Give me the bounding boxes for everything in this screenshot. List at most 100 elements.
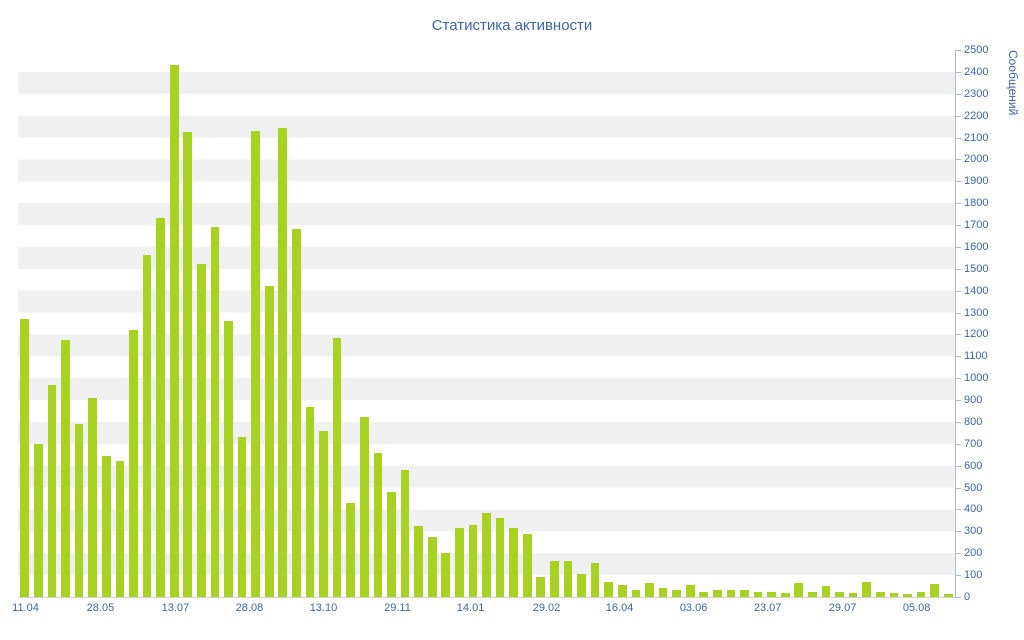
y-axis-tick <box>956 290 961 292</box>
bar[interactable] <box>821 586 831 597</box>
bar[interactable] <box>794 582 804 597</box>
y-axis-label: 1400 <box>964 284 989 297</box>
bar[interactable] <box>713 590 722 597</box>
bar[interactable] <box>20 319 30 597</box>
bar[interactable] <box>590 563 600 597</box>
y-axis-label: 1800 <box>964 197 989 210</box>
y-axis: 0 100 200 300 400 500 600 700 800 900 1000 1100 1200… <box>956 45 1016 603</box>
y-axis-tick <box>956 268 961 270</box>
y-axis-tick <box>956 159 961 161</box>
bar[interactable] <box>455 528 464 597</box>
bar[interactable] <box>808 591 817 597</box>
bar[interactable] <box>862 581 872 597</box>
bar[interactable] <box>699 591 709 597</box>
bar[interactable] <box>346 502 356 597</box>
y-axis-label: 100 <box>964 569 983 582</box>
y-axis-label: 1900 <box>964 175 989 188</box>
y-axis-label: 1200 <box>964 328 989 341</box>
bar[interactable] <box>848 592 858 597</box>
bar[interactable] <box>196 264 206 597</box>
y-axis-label: 1100 <box>964 350 988 363</box>
bar[interactable] <box>767 591 777 597</box>
bar[interactable] <box>264 286 274 597</box>
bar[interactable] <box>916 591 926 597</box>
bar[interactable] <box>889 592 899 597</box>
y-axis-tick <box>956 400 961 402</box>
y-axis-label: 1000 <box>964 372 989 385</box>
bar[interactable] <box>631 590 641 597</box>
bar[interactable] <box>943 593 953 597</box>
x-axis-label: 16.04 <box>605 602 634 614</box>
bar[interactable] <box>74 424 84 597</box>
bar[interactable] <box>522 533 532 597</box>
bar[interactable] <box>142 254 152 597</box>
y-axis-tick <box>956 115 961 117</box>
bar[interactable] <box>61 339 70 597</box>
bar[interactable] <box>930 583 939 597</box>
x-axis: 11.04 28.05 13.07 28.08 13.10 29.11 14.01 29.02… <box>12 602 955 616</box>
bar[interactable] <box>550 560 559 597</box>
bar[interactable] <box>359 416 369 597</box>
bar[interactable] <box>319 430 328 597</box>
y-axis-label: 500 <box>964 481 983 494</box>
bar[interactable] <box>780 592 790 597</box>
bar[interactable] <box>210 227 220 597</box>
bar[interactable] <box>658 588 668 597</box>
y-axis-tick <box>956 356 961 358</box>
bar[interactable] <box>509 528 518 597</box>
bar[interactable] <box>156 218 165 597</box>
bar[interactable] <box>47 384 57 597</box>
x-axis-label: 11.04 <box>12 602 39 614</box>
bar[interactable] <box>645 582 654 597</box>
bar[interactable] <box>726 590 736 597</box>
bar[interactable] <box>101 455 111 597</box>
x-axis-label: 28.05 <box>86 602 115 614</box>
bar[interactable] <box>400 470 410 597</box>
bar[interactable] <box>563 560 573 597</box>
bar[interactable] <box>672 590 681 597</box>
bar[interactable] <box>224 321 233 597</box>
y-axis-label: 600 <box>964 459 983 472</box>
bar[interactable] <box>427 536 437 597</box>
y-axis-label: 800 <box>964 415 983 428</box>
bar[interactable] <box>753 591 763 597</box>
bar[interactable] <box>495 518 505 597</box>
bar[interactable] <box>251 130 260 597</box>
y-axis-label: 200 <box>964 547 983 560</box>
y-axis-tick <box>956 225 961 227</box>
y-axis-label: 300 <box>964 525 983 538</box>
bar[interactable] <box>617 584 627 597</box>
bar[interactable] <box>34 443 43 597</box>
y-axis-line <box>955 50 956 598</box>
bar[interactable] <box>875 591 885 597</box>
bar[interactable] <box>292 229 301 597</box>
x-axis-label: 28.08 <box>235 602 264 614</box>
bar[interactable] <box>115 461 125 597</box>
bar[interactable] <box>183 132 193 597</box>
bar[interactable] <box>387 491 396 597</box>
bar[interactable] <box>604 581 614 597</box>
bar[interactable] <box>414 525 423 597</box>
bar[interactable] <box>129 330 138 597</box>
bar[interactable] <box>740 590 749 597</box>
bar[interactable] <box>305 406 315 597</box>
x-axis-label: 05.08 <box>902 602 931 614</box>
bar[interactable] <box>835 591 844 597</box>
y-axis-tick <box>956 553 961 555</box>
y-axis-tick <box>956 597 961 598</box>
bar[interactable] <box>685 584 695 597</box>
bar[interactable] <box>441 553 451 597</box>
bar[interactable] <box>373 452 383 597</box>
bar[interactable] <box>237 437 247 597</box>
bar[interactable] <box>482 512 491 597</box>
bar[interactable] <box>536 577 546 597</box>
bar[interactable] <box>577 574 586 597</box>
bar[interactable] <box>332 337 342 597</box>
y-axis-label: 2500 <box>964 44 989 56</box>
bar[interactable] <box>278 127 288 597</box>
y-axis-tick <box>956 421 961 423</box>
bar[interactable] <box>169 65 179 597</box>
bar[interactable] <box>468 524 478 597</box>
bar[interactable] <box>903 593 912 597</box>
bar[interactable] <box>88 397 98 597</box>
